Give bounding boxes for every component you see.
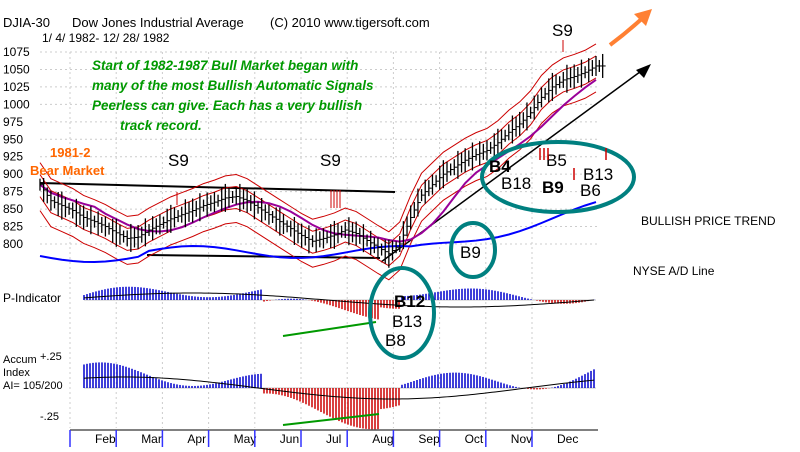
- y-tick-label: 1000: [3, 97, 30, 111]
- accum-label-3: AI= 105/200: [3, 380, 63, 392]
- orange-arrowhead: [634, 9, 652, 26]
- month-label: Feb: [95, 432, 116, 446]
- ad-line-label: NYSE A/D Line: [633, 264, 715, 278]
- bull-note-line-1: Start of 1982-1987 Bull Market began wit…: [92, 58, 358, 73]
- y-tick-label: 1050: [3, 62, 30, 76]
- buy-signal-b12: B12: [394, 292, 425, 311]
- month-label: Dec: [557, 432, 578, 446]
- y-tick-label: 950: [3, 132, 23, 146]
- sell-signal-s9-feb: S9: [168, 151, 189, 170]
- buy-signal-arrows: [539, 148, 607, 180]
- p-indicator-divergence: [282, 321, 377, 337]
- uptrend-arrowhead: [636, 64, 651, 78]
- b9-aug-circle: [449, 221, 497, 279]
- bull-market-note: Start of 1982-1987 Bull Market began wit…: [92, 58, 374, 133]
- b12-b13-b8-circle: [368, 266, 436, 360]
- buy-signal-b5: B5: [546, 151, 567, 170]
- p-indicator-label: P-Indicator: [3, 291, 61, 305]
- bear-market-title: 1981-2: [50, 145, 90, 160]
- buy-signal-b9: B9: [542, 178, 564, 197]
- accum-index-panel: [83, 362, 596, 430]
- copyright-label: (C) 2010 www.tigersoft.com: [270, 15, 430, 30]
- s9-jul-arrows: [330, 190, 341, 208]
- month-axis: Feb Mar Apr May Jun Jul Aug Sep Oct Nov Dec: [69, 429, 598, 447]
- index-name: Dow Jones Industrial Average: [72, 15, 244, 30]
- buy-signals-circle: [480, 140, 636, 214]
- month-label: Mar: [141, 432, 162, 446]
- ad-line-path: [39, 201, 597, 263]
- y-tick-label: 825: [3, 220, 23, 234]
- month-label: Oct: [465, 432, 484, 446]
- month-label: Jun: [280, 432, 299, 446]
- y-tick-label: 1075: [3, 45, 30, 59]
- accum-tick-top: +.25: [40, 351, 62, 363]
- buy-signal-b4: B4: [489, 157, 511, 176]
- price-band: [39, 91, 597, 281]
- month-label: Sep: [418, 432, 440, 446]
- bullish-trend-label: BULLISH PRICE TREND: [641, 214, 776, 228]
- bull-note-line-4: track record.: [120, 118, 202, 133]
- p-indicator-signal-line: [83, 292, 595, 308]
- bull-note-line-3: Peerless can give. Each has a very bulli…: [92, 98, 362, 113]
- accum-label-2: Index: [3, 367, 30, 379]
- accum-index-signal-line: [83, 376, 595, 400]
- y-tick-label: 800: [3, 237, 23, 251]
- accum-label-1: Accum: [3, 354, 37, 366]
- month-label: May: [234, 432, 257, 446]
- y-tick-label: 1025: [3, 80, 30, 94]
- buy-signal-b6: B6: [580, 181, 601, 200]
- date-range: 1/ 4/ 1982- 12/ 28/ 1982: [42, 31, 170, 45]
- buy-signal-b13-aug: B13: [392, 312, 422, 331]
- buy-signal-b13: B13: [583, 165, 613, 184]
- y-tick-label: 925: [3, 150, 23, 164]
- bull-note-line-2: many of the most Bullish Automatic Signa…: [92, 78, 374, 93]
- nyse-ad-line: [39, 201, 597, 263]
- month-label: Apr: [187, 432, 206, 446]
- sell-signal-s9-nov: S9: [552, 21, 573, 40]
- buy-signal-b9-aug: B9: [460, 243, 481, 262]
- month-label: Jul: [326, 432, 341, 446]
- month-label: Nov: [511, 432, 532, 446]
- accum-divergence: [282, 413, 380, 426]
- buy-signal-b8: B8: [385, 331, 406, 350]
- buy-signal-b18: B18: [501, 174, 531, 193]
- upper-trendline: [39, 182, 396, 193]
- month-label: Aug: [372, 432, 393, 446]
- price-band: [39, 43, 597, 233]
- p-indicator-panel: [83, 286, 596, 320]
- bear-market-subtitle: Bear Market: [30, 163, 105, 178]
- sell-signal-s9-jul: S9: [320, 151, 341, 170]
- price-axis-ticks: 1075 1050 1025 1000 975 950 925 900 875 850 825 800: [3, 45, 30, 251]
- y-tick-label: 900: [3, 167, 23, 181]
- price-band: [39, 77, 597, 267]
- price-bars: [39, 53, 606, 268]
- accum-tick-bottom: -.25: [40, 411, 59, 423]
- y-tick-label: 875: [3, 185, 23, 199]
- y-tick-label: 850: [3, 202, 23, 216]
- y-tick-label: 975: [3, 115, 23, 129]
- symbol-label: DJIA-30: [3, 15, 50, 30]
